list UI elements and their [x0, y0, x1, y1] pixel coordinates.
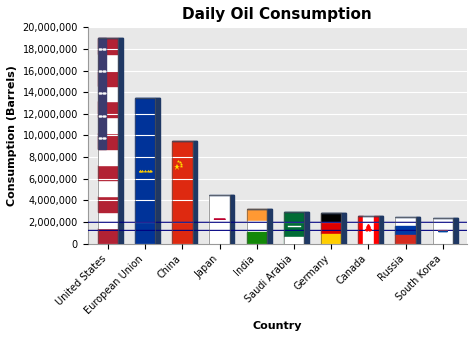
- Title: Daily Oil Consumption: Daily Oil Consumption: [182, 7, 372, 22]
- Bar: [98, 101, 118, 117]
- Bar: [98, 54, 118, 70]
- Bar: [98, 38, 106, 149]
- Bar: [433, 218, 453, 244]
- Polygon shape: [341, 213, 346, 244]
- Polygon shape: [118, 38, 123, 244]
- Bar: [98, 149, 118, 165]
- Bar: [98, 117, 118, 133]
- Bar: [321, 213, 341, 223]
- Bar: [321, 234, 341, 244]
- Polygon shape: [230, 195, 234, 244]
- Bar: [374, 216, 379, 244]
- Bar: [395, 235, 416, 244]
- Bar: [246, 221, 267, 232]
- Bar: [321, 223, 341, 234]
- Bar: [172, 141, 193, 244]
- Bar: [135, 98, 155, 244]
- Bar: [98, 38, 118, 54]
- Bar: [246, 209, 267, 221]
- X-axis label: Country: Country: [253, 321, 302, 331]
- Bar: [284, 237, 304, 244]
- Polygon shape: [304, 212, 309, 244]
- Bar: [98, 133, 118, 149]
- Polygon shape: [155, 98, 160, 244]
- Bar: [98, 165, 118, 180]
- Bar: [98, 70, 118, 86]
- Polygon shape: [416, 217, 420, 244]
- Bar: [395, 225, 416, 235]
- Polygon shape: [379, 216, 383, 244]
- Bar: [246, 232, 267, 244]
- Bar: [98, 86, 118, 101]
- Bar: [358, 216, 364, 244]
- Polygon shape: [453, 218, 457, 244]
- Polygon shape: [365, 224, 372, 231]
- Bar: [98, 228, 118, 244]
- Y-axis label: Consumption (Barrels): Consumption (Barrels): [7, 65, 17, 206]
- Bar: [364, 216, 374, 244]
- Bar: [284, 212, 304, 244]
- Bar: [98, 212, 118, 228]
- Bar: [98, 180, 118, 196]
- Bar: [395, 217, 416, 225]
- Polygon shape: [267, 209, 272, 244]
- Bar: [98, 196, 118, 212]
- Polygon shape: [193, 141, 197, 244]
- Bar: [210, 195, 230, 244]
